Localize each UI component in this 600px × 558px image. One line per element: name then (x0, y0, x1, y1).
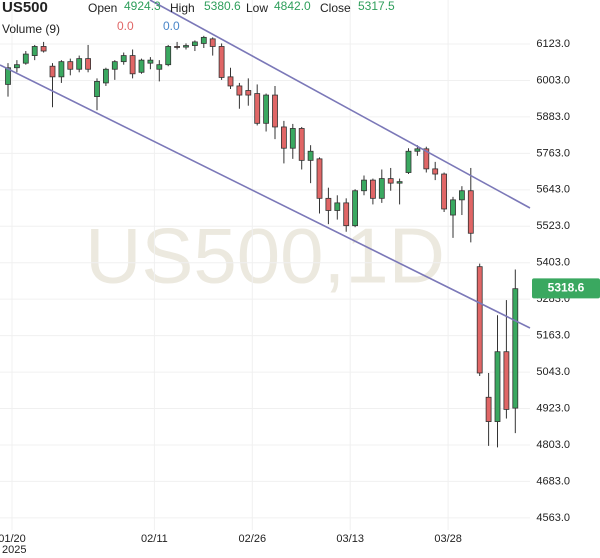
candle-body (111, 61, 118, 70)
candle-body (334, 202, 341, 211)
x-tick-label: 02/26 (239, 533, 267, 545)
candle-body (503, 351, 510, 410)
candle-body (485, 396, 492, 422)
watermark: US500,1D (85, 212, 445, 300)
candle-body (272, 94, 278, 128)
candle-body (209, 38, 216, 47)
candle-body (316, 158, 323, 199)
x-tick-label: 02/11 (141, 533, 168, 545)
x-tick-label: 03/28 (434, 533, 462, 545)
candle-body (200, 36, 207, 44)
candle-body (165, 46, 172, 66)
candle-body (174, 46, 181, 48)
y-tick-label: 5523.0 (536, 220, 570, 232)
candle-body (254, 93, 261, 124)
candle-body (423, 148, 430, 170)
candle-body (49, 65, 56, 78)
candle-body (458, 190, 465, 201)
candle-body (378, 178, 385, 199)
candle-body (387, 178, 394, 184)
candle-body (414, 148, 421, 152)
y-tick-label: 4683.0 (536, 475, 570, 487)
low-label: Low (246, 1, 268, 15)
candle-body (450, 199, 456, 216)
candle-body (298, 128, 305, 161)
y-tick-label: 6123.0 (536, 38, 570, 50)
y-tick-label: 5883.0 (536, 111, 570, 123)
open-label: Open (88, 1, 117, 15)
high-label: High (170, 1, 195, 15)
x-tick-label: 03/13 (336, 533, 364, 545)
close-value: 5317.5 (358, 0, 395, 13)
plot-area (0, 0, 530, 530)
candle-body (325, 197, 332, 211)
candle-body (263, 94, 270, 124)
candle-body (138, 59, 145, 73)
candle-body (361, 179, 367, 192)
candle-body (405, 150, 412, 173)
y-tick-label: 4803.0 (536, 439, 570, 451)
candle-body (191, 41, 198, 46)
y-tick-label: 4563.0 (536, 512, 570, 524)
candle-body (441, 173, 448, 210)
close-label: Close (320, 1, 351, 15)
year-label: 2025 (2, 544, 26, 556)
candle-body (432, 168, 439, 175)
y-tick-label: 4923.0 (536, 402, 570, 414)
channel-upper (149, 0, 531, 209)
candle-body (396, 181, 403, 184)
candle-body (494, 351, 501, 422)
candle-body (227, 76, 234, 87)
candle-body (13, 64, 20, 69)
candle-body (147, 59, 154, 64)
candle-body (58, 61, 65, 78)
candle-body (120, 55, 127, 63)
candle-body (236, 85, 243, 96)
candle-body (352, 190, 359, 227)
candle-body (280, 126, 287, 149)
candle-body (67, 61, 74, 70)
candle-body (85, 58, 91, 70)
candle-body (40, 46, 47, 52)
candle-body (5, 67, 11, 85)
y-tick-label: 5763.0 (536, 147, 570, 159)
x-tick-label: 01/20 (0, 533, 26, 545)
y-tick-label: 5403.0 (536, 257, 570, 269)
candle-body (94, 80, 100, 97)
candle-body (245, 90, 252, 96)
y-tick-label: 5163.0 (536, 330, 570, 342)
candle-body (183, 45, 189, 48)
y-tick-label: 5643.0 (536, 184, 570, 196)
candle-body (512, 288, 519, 409)
candle-body (76, 58, 83, 70)
y-tick-label: 6003.0 (536, 74, 570, 86)
candle-body (343, 202, 350, 227)
volume-value: 0.0 (163, 19, 180, 33)
candle-body (156, 64, 163, 70)
candle-body (22, 53, 29, 64)
candle-body (103, 68, 109, 84)
price-tag (532, 278, 600, 299)
symbol: US500 (2, 0, 48, 16)
candle-body (307, 150, 314, 161)
high-value: 5380.6 (204, 0, 241, 13)
channel-lower (0, 64, 531, 329)
price-tag-label: 5318.6 (548, 281, 585, 295)
candle-body (218, 46, 225, 78)
candle-body (476, 266, 483, 374)
candle-body (31, 46, 38, 56)
volume-value: 0.0 (117, 19, 134, 33)
open-value: 4924.3 (124, 0, 161, 13)
candle-body (467, 190, 474, 234)
low-value: 4842.0 (274, 0, 311, 13)
candle-body (369, 179, 376, 199)
candle-body (289, 128, 296, 149)
y-tick-label: 5043.0 (536, 366, 570, 378)
volume-label: Volume (9) (2, 22, 60, 36)
candle-body (129, 55, 136, 75)
